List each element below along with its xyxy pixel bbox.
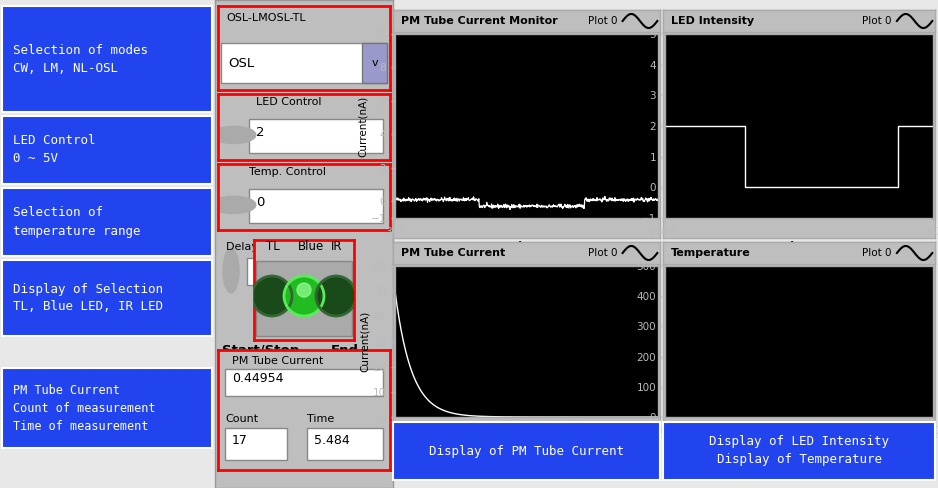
X-axis label: Time: Time — [510, 440, 542, 453]
Text: Start/Stop: Start/Stop — [222, 344, 299, 357]
Text: LED Control
0 ~ 5V: LED Control 0 ~ 5V — [12, 135, 95, 165]
Text: Display of LED Intensity
Display of Temperature: Display of LED Intensity Display of Temp… — [709, 435, 889, 467]
FancyBboxPatch shape — [308, 428, 383, 460]
Circle shape — [211, 196, 256, 214]
Text: v: v — [371, 58, 378, 68]
FancyBboxPatch shape — [221, 43, 386, 83]
Text: Blue: Blue — [298, 240, 325, 253]
Text: PM Tube Current: PM Tube Current — [232, 356, 323, 366]
Y-axis label: Current(nA): Current(nA) — [357, 95, 368, 157]
Text: Time: Time — [308, 414, 335, 424]
Text: Plot 0: Plot 0 — [862, 248, 891, 258]
Text: Display of PM Tube Current: Display of PM Tube Current — [429, 445, 624, 458]
Ellipse shape — [228, 358, 291, 390]
Text: Plot 0: Plot 0 — [588, 248, 617, 258]
Text: 5.484: 5.484 — [314, 434, 350, 447]
Circle shape — [317, 277, 355, 315]
Text: LED Control: LED Control — [256, 97, 322, 106]
Text: 17: 17 — [232, 434, 248, 447]
FancyBboxPatch shape — [249, 189, 383, 224]
Y-axis label: Intensity(V): Intensity(V) — [628, 96, 638, 156]
FancyBboxPatch shape — [249, 119, 383, 153]
X-axis label: Time: Time — [783, 440, 815, 453]
Text: Selection of modes
CW, LM, NL-OSL: Selection of modes CW, LM, NL-OSL — [12, 43, 147, 75]
Text: 2: 2 — [256, 126, 265, 139]
FancyBboxPatch shape — [318, 355, 387, 390]
Text: Selection of
temperature range: Selection of temperature range — [12, 206, 140, 238]
Text: Plot 0: Plot 0 — [862, 16, 891, 26]
X-axis label: Time: Time — [783, 241, 815, 254]
X-axis label: Time: Time — [510, 241, 542, 254]
Text: Delay Time (s): Delay Time (s) — [226, 242, 307, 252]
Circle shape — [253, 277, 291, 315]
Text: TL: TL — [266, 240, 280, 253]
Text: PM Tube Current: PM Tube Current — [401, 248, 506, 258]
FancyBboxPatch shape — [362, 43, 386, 83]
Text: End: End — [331, 344, 358, 357]
Y-axis label: Temperature: Temperature — [624, 308, 633, 374]
Text: Temp. Control: Temp. Control — [249, 166, 326, 177]
Text: 0: 0 — [256, 196, 265, 209]
FancyBboxPatch shape — [247, 258, 354, 285]
Text: LED Intensity: LED Intensity — [672, 16, 754, 26]
Y-axis label: Current(nA): Current(nA) — [360, 311, 371, 372]
Circle shape — [211, 126, 256, 143]
Text: IR: IR — [331, 240, 342, 253]
Text: Plot 0: Plot 0 — [588, 16, 617, 26]
Circle shape — [223, 249, 239, 293]
FancyBboxPatch shape — [225, 369, 383, 396]
Text: OSL-LMOSL-TL: OSL-LMOSL-TL — [227, 13, 306, 23]
Text: Temperature: Temperature — [672, 248, 751, 258]
Text: 0.2: 0.2 — [252, 262, 272, 275]
FancyBboxPatch shape — [256, 261, 352, 336]
Circle shape — [297, 283, 311, 297]
Text: End: End — [337, 366, 369, 380]
Text: 0.44954: 0.44954 — [232, 372, 283, 386]
Text: PM Tube Current
Count of measurement
Time of measurement: PM Tube Current Count of measurement Tim… — [12, 384, 155, 432]
Text: OSL: OSL — [228, 57, 254, 70]
Text: PM Tube Current Monitor: PM Tube Current Monitor — [401, 16, 558, 26]
Circle shape — [285, 277, 323, 315]
Text: Display of Selection
TL, Blue LED, IR LED: Display of Selection TL, Blue LED, IR LE… — [12, 283, 162, 313]
Text: Count: Count — [225, 414, 258, 424]
FancyBboxPatch shape — [225, 428, 287, 460]
